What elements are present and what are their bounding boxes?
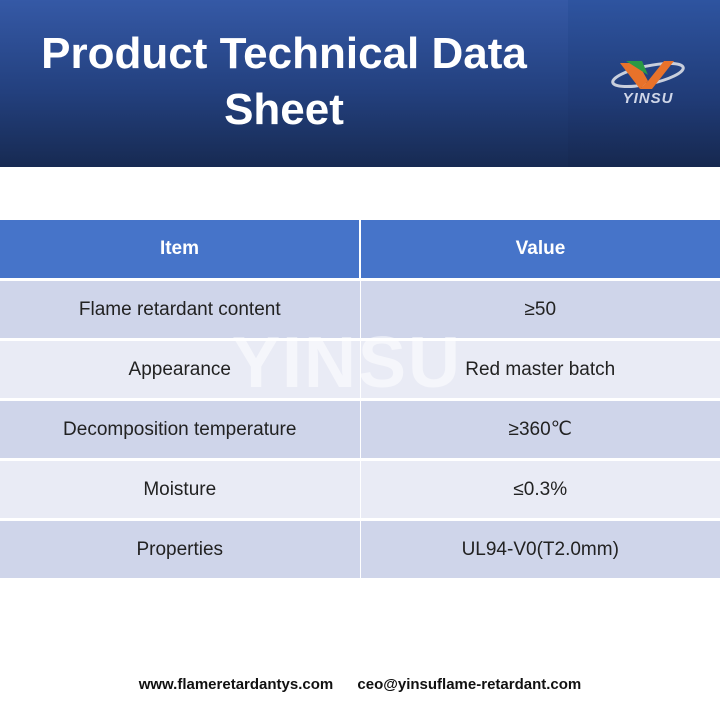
item-cell: Flame retardant content	[0, 281, 361, 341]
value-cell: ≥50	[360, 281, 720, 341]
footer: www.flameretardantys.com ceo@yinsuflame-…	[0, 676, 720, 693]
website-text: www.flameretardantys.com	[138, 676, 334, 693]
table-header-row: Item Value	[0, 220, 720, 278]
item-cell: Appearance	[0, 339, 361, 401]
value-cell: ≥360℃	[360, 399, 720, 461]
item-cell: Decomposition temperature	[0, 399, 361, 461]
yinsu-logo: YINSU	[608, 55, 688, 115]
table-row: Decomposition temperature ≥360℃	[0, 399, 720, 461]
table-row: Properties UL94-V0(T2.0mm)	[0, 519, 720, 581]
email-text: ceo@yinsuflame-retardant.com	[357, 676, 582, 693]
item-cell: Moisture	[0, 459, 361, 521]
value-cell: UL94-V0(T2.0mm)	[360, 519, 720, 581]
table-row: Flame retardant content ≥50	[0, 281, 720, 341]
column-header-item: Item	[0, 220, 361, 278]
page-title: Product Technical Data Sheet	[41, 29, 527, 134]
table-row: Appearance Red master batch	[0, 339, 720, 401]
item-cell: Properties	[0, 519, 361, 581]
data-table: Item Value Flame retardant content ≥50 A…	[0, 220, 720, 581]
value-cell: Red master batch	[360, 339, 720, 401]
logo-mark-icon	[611, 61, 685, 89]
logo-text: YINSU	[622, 90, 674, 107]
column-header-value: Value	[360, 220, 720, 278]
table-row: Moisture ≤0.3%	[0, 459, 720, 521]
value-cell: ≤0.3%	[360, 459, 720, 521]
